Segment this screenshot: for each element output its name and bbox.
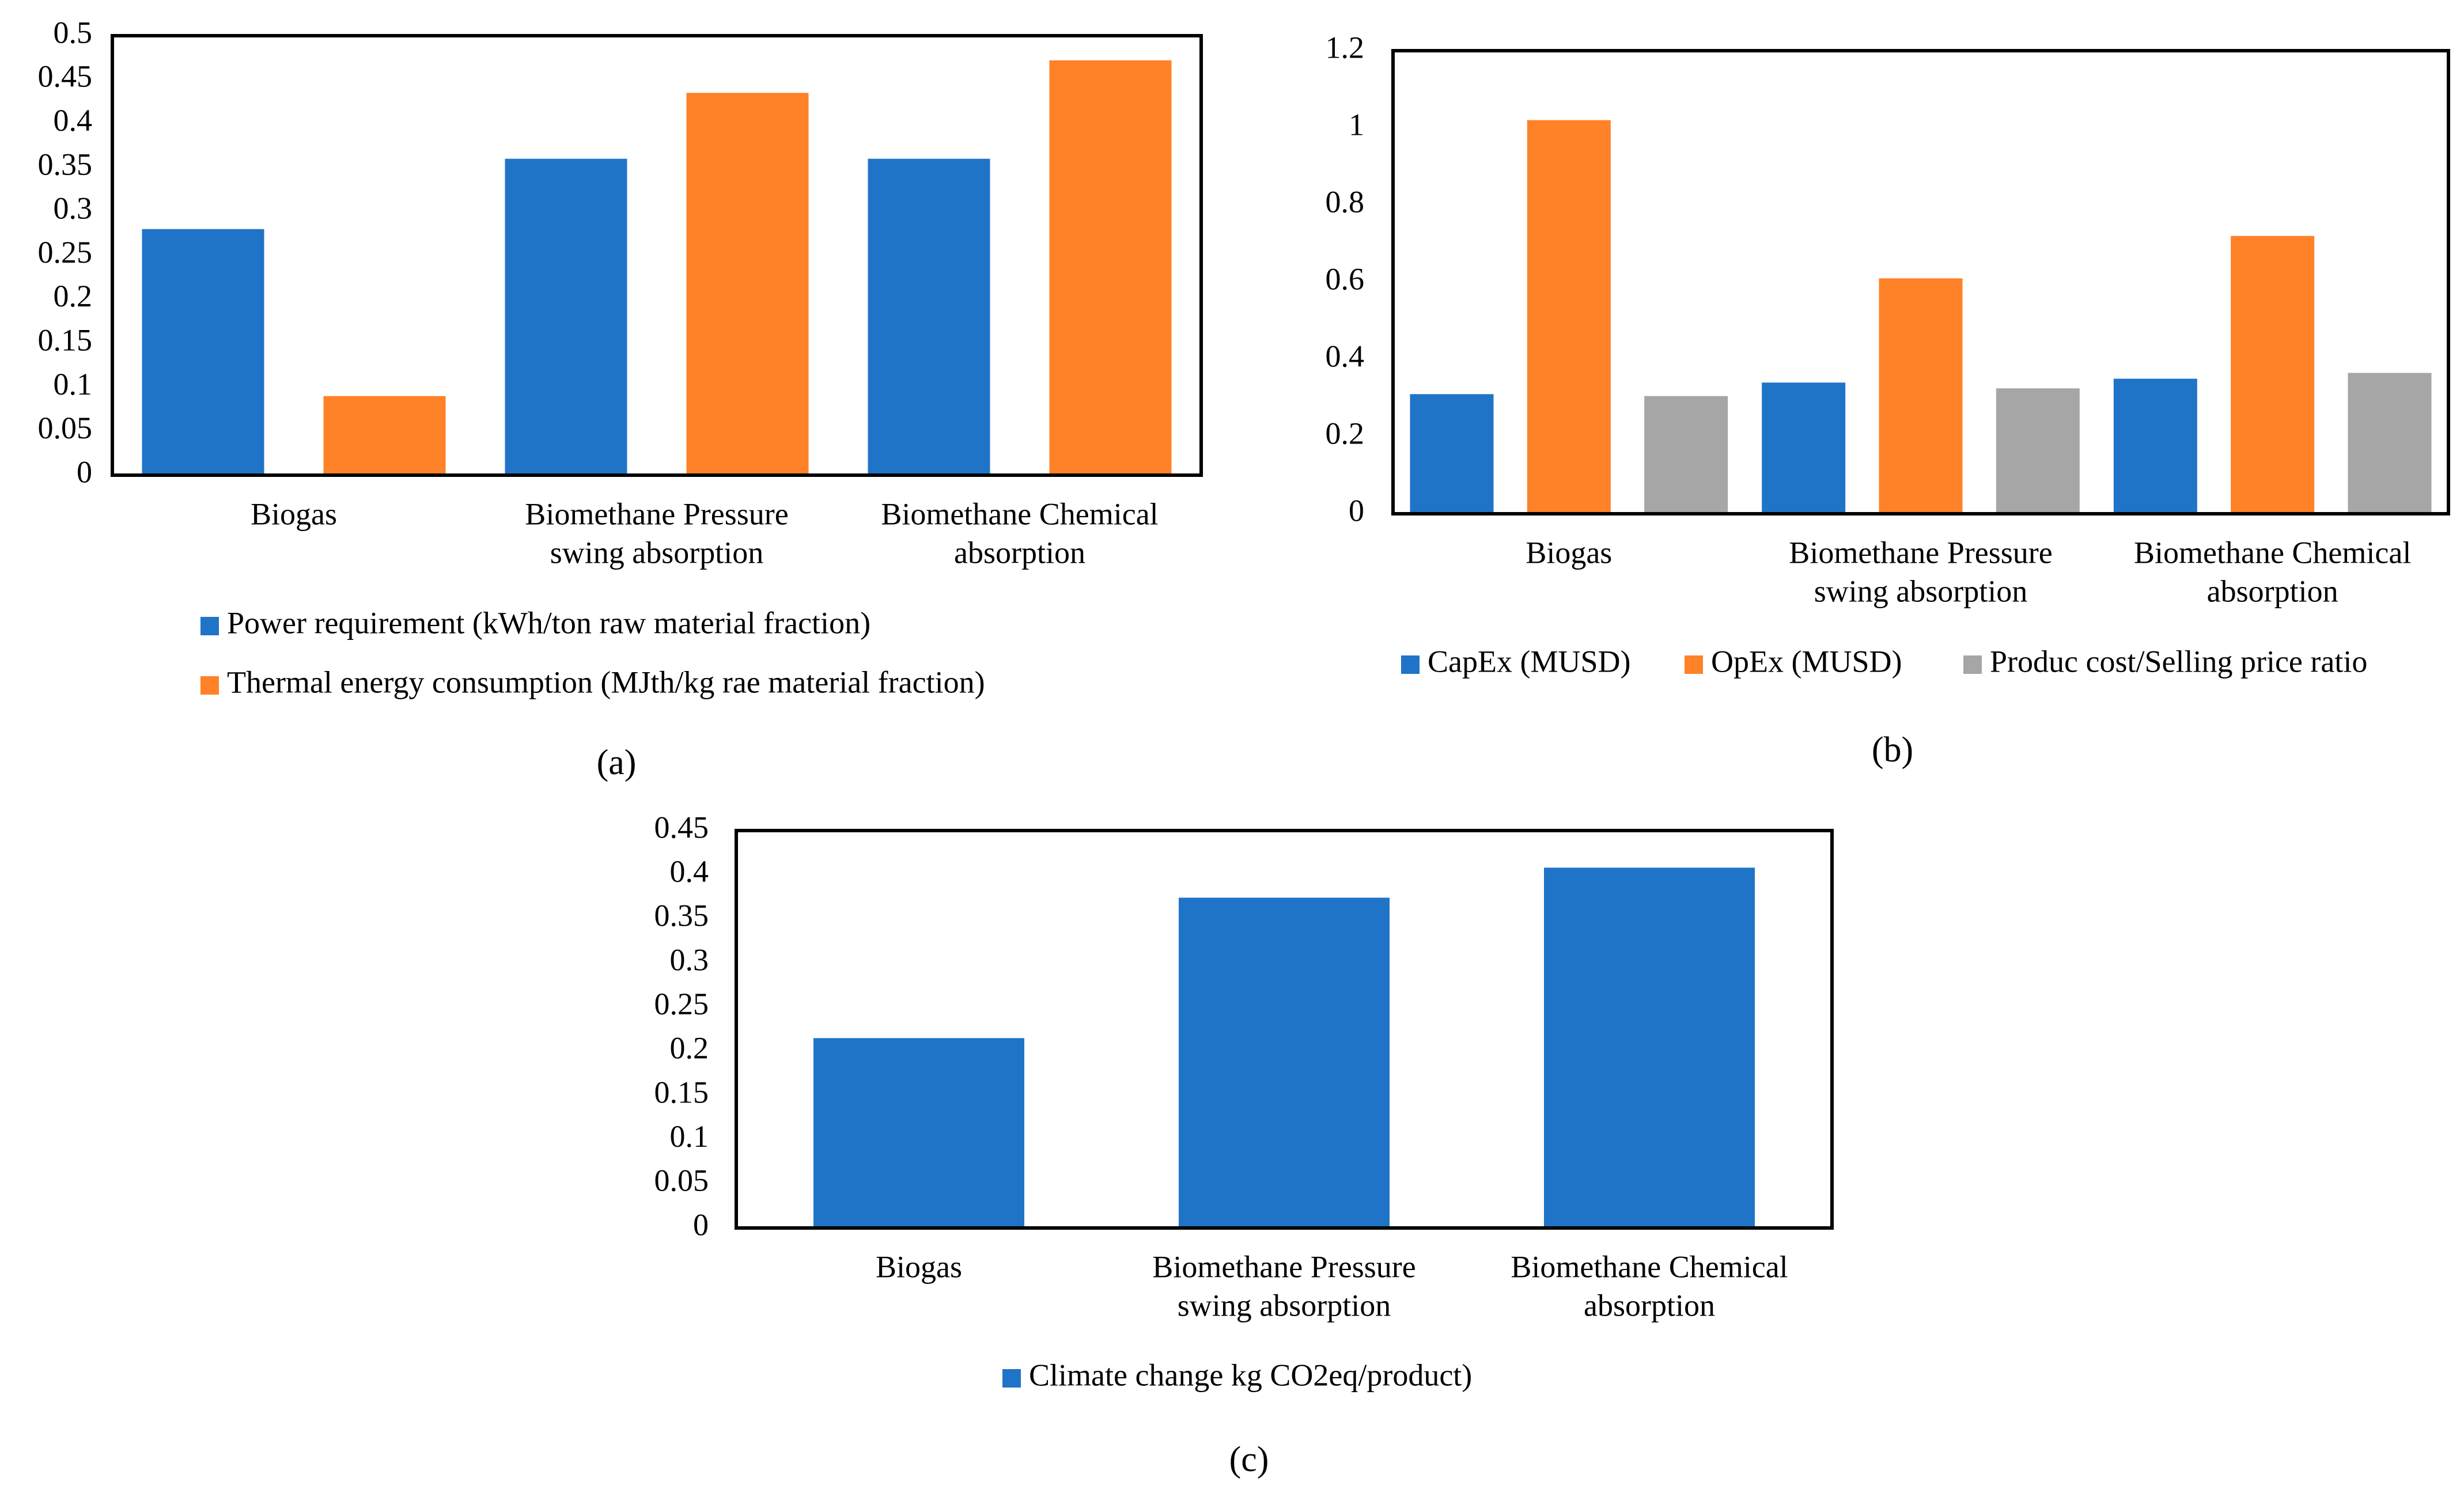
bar-1-2 <box>1179 897 1390 1228</box>
legend-swatch-1 <box>200 617 219 635</box>
chart-panel-c: 0 0.05 0.1 0.15 0.2 0.25 0.3 0.35 0.4 0.45 Biogas B… <box>654 810 1834 1479</box>
x-category-label: Biomethane Pressure <box>525 496 788 531</box>
panel-label: (a) <box>597 743 637 782</box>
bar-1-3 <box>1544 867 1755 1228</box>
x-category-label: Biomethane Chemical <box>1511 1249 1788 1284</box>
bar-1-2 <box>505 158 627 475</box>
plot-area-frame <box>111 34 1203 477</box>
plot-area-frame <box>735 829 1834 1230</box>
bar-2-1 <box>1527 120 1611 514</box>
x-category-label: absorption <box>954 535 1085 570</box>
x-category-label: swing absorption <box>550 535 764 570</box>
bar-1-1 <box>813 1038 1024 1228</box>
y-tick-label: 1.2 <box>1326 30 1365 65</box>
y-tick-label: 0.35 <box>654 899 709 933</box>
x-category-label: absorption <box>1584 1288 1715 1322</box>
bar-2-2 <box>686 93 809 475</box>
legend-label-1: CapEx (MUSD) <box>1428 644 1630 679</box>
y-tick-label: 0.3 <box>54 191 93 226</box>
bar-2-3 <box>1049 60 1172 475</box>
y-tick-label: 0.35 <box>38 147 93 181</box>
y-tick-label: 0.1 <box>670 1119 709 1154</box>
panel-label: (c) <box>1229 1440 1269 1479</box>
y-tick-label: 0.45 <box>38 59 93 94</box>
x-category-label: Biogas <box>876 1249 962 1284</box>
chart-panel-a: 0 0.05 0.1 0.15 0.2 0.25 0.3 0.35 0.4 0.45 0.5 Biog… <box>38 15 1203 782</box>
legend-label-2: Thermal energy consumption (MJth/kg rae … <box>227 665 985 699</box>
x-category-label: absorption <box>2207 574 2338 608</box>
bar-1-2 <box>1762 382 1846 514</box>
bar-3-1 <box>1644 396 1728 514</box>
y-tick-label: 0.05 <box>654 1163 709 1198</box>
y-tick-label: 0 <box>77 454 92 489</box>
y-tick-label: 1 <box>1349 107 1364 142</box>
y-tick-label: 0.5 <box>54 15 93 50</box>
x-category-label: Biomethane Pressure <box>1789 535 2052 570</box>
x-category-label: swing absorption <box>1814 574 2028 608</box>
y-tick-label: 0.1 <box>54 367 93 401</box>
y-tick-label: 0 <box>693 1207 709 1242</box>
y-tick-label: 0.2 <box>1326 416 1365 450</box>
bar-1-1 <box>1410 394 1494 514</box>
y-tick-label: 0.45 <box>654 810 709 844</box>
legend-swatch-3 <box>1963 655 1982 674</box>
y-tick-label: 0.2 <box>54 279 93 313</box>
y-tick-label: 0.05 <box>38 411 93 445</box>
panel-label: (b) <box>1872 730 1913 770</box>
bar-3-3 <box>2348 373 2432 514</box>
legend-swatch-1 <box>1002 1369 1021 1388</box>
legend-swatch-2 <box>1685 655 1703 674</box>
bar-3-2 <box>1996 388 2080 514</box>
y-tick-label: 0.8 <box>1326 184 1365 219</box>
x-category-label: Biogas <box>251 496 337 531</box>
bar-1-3 <box>868 158 990 475</box>
y-tick-label: 0.4 <box>670 854 709 889</box>
chart-panel-b: 0 0.2 0.4 0.6 0.8 1 1.2 Biogas Biomethane Pressu… <box>1326 30 2450 770</box>
legend-label-1: Climate change kg CO2eq/product) <box>1029 1358 1472 1392</box>
bar-2-3 <box>2231 236 2315 514</box>
plot-area-frame <box>1391 49 2450 516</box>
y-tick-label: 0.25 <box>654 987 709 1021</box>
legend-label-3: Produc cost/Selling price ratio <box>1990 644 2367 679</box>
y-tick-label: 0.4 <box>54 103 93 138</box>
y-tick-label: 0.6 <box>1326 261 1365 296</box>
y-tick-label: 0.2 <box>670 1031 709 1066</box>
y-tick-label: 0.15 <box>654 1075 709 1109</box>
legend-swatch-1 <box>1401 655 1420 674</box>
y-tick-label: 0.25 <box>38 235 93 270</box>
y-tick-label: 0 <box>1349 493 1364 528</box>
bar-1-1 <box>142 229 264 475</box>
y-tick-label: 0.4 <box>1326 339 1365 373</box>
legend-swatch-2 <box>200 676 219 695</box>
x-category-label: Biomethane Pressure <box>1152 1249 1415 1284</box>
legend-label-1: Power requirement (kWh/ton raw material … <box>227 605 870 640</box>
x-category-label: swing absorption <box>1178 1288 1391 1322</box>
bar-1-3 <box>2113 378 2197 514</box>
y-tick-label: 0.15 <box>38 323 93 357</box>
bar-2-2 <box>1879 278 1963 514</box>
bar-2-1 <box>323 396 446 475</box>
x-category-label: Biomethane Chemical <box>2134 535 2411 570</box>
x-category-label: Biogas <box>1526 535 1612 570</box>
y-tick-label: 0.3 <box>670 942 709 977</box>
legend-label-2: OpEx (MUSD) <box>1711 644 1902 679</box>
x-category-label: Biomethane Chemical <box>881 496 1158 531</box>
